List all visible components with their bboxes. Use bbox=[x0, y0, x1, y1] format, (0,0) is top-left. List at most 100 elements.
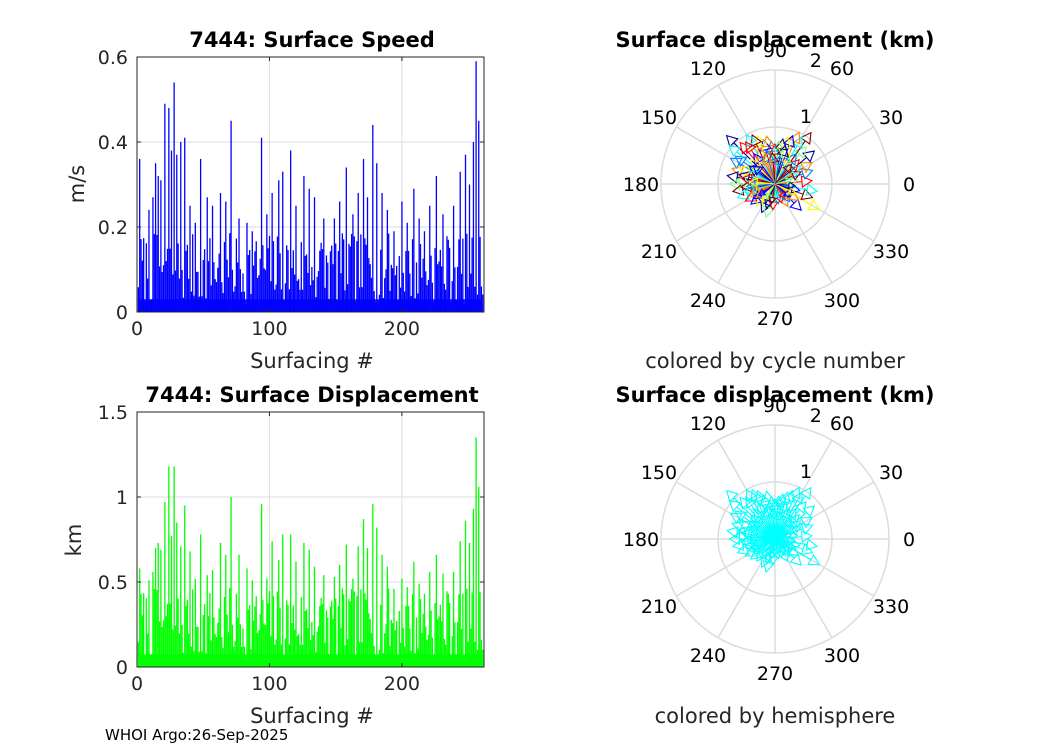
displacement-bar bbox=[239, 624, 242, 667]
displacement-bar bbox=[209, 593, 211, 667]
displacement-bar bbox=[160, 549, 162, 667]
displacement-bar bbox=[157, 542, 159, 667]
displacement-bar bbox=[247, 609, 249, 667]
polar-hemisphere-vector bbox=[774, 538, 814, 556]
polar-cycle-vector bbox=[774, 163, 793, 185]
displacement-bar bbox=[305, 609, 308, 667]
speed-baseline-band bbox=[138, 299, 482, 312]
displacement-bar bbox=[221, 637, 223, 667]
speed-bar bbox=[376, 163, 378, 312]
speed-bar bbox=[364, 238, 366, 312]
polar-hemisphere-angle-label: 210 bbox=[641, 596, 677, 618]
displacement-bar bbox=[270, 636, 272, 667]
displacement-bar bbox=[263, 623, 265, 667]
displacement-bar bbox=[349, 601, 351, 667]
displacement-bar bbox=[468, 542, 471, 667]
displacement-bar bbox=[312, 635, 314, 667]
displacement-bar bbox=[147, 633, 149, 667]
displacement-bar bbox=[372, 503, 374, 667]
speed-bar bbox=[292, 250, 294, 312]
displacement-bar bbox=[431, 637, 434, 667]
displacement-bar bbox=[158, 621, 161, 667]
polar-cycle-vector bbox=[752, 164, 776, 185]
speed-bar bbox=[286, 245, 288, 312]
polar-hemisphere-angle-label: 30 bbox=[879, 462, 903, 484]
displacement-bar bbox=[166, 603, 169, 667]
speed-bar bbox=[335, 243, 337, 312]
polar-hemisphere-vector bbox=[774, 531, 799, 541]
polar-cycle-vector bbox=[774, 175, 814, 189]
polar-cycle-vector bbox=[739, 141, 776, 185]
displacement-bar bbox=[213, 617, 215, 667]
displacement-bars bbox=[137, 437, 484, 667]
speed-bar bbox=[230, 120, 232, 312]
displacement-bar bbox=[405, 605, 407, 667]
displacement-bar bbox=[211, 570, 214, 667]
displacement-bar bbox=[186, 599, 189, 667]
polar-hemisphere-vector bbox=[774, 532, 793, 540]
displacement-bar bbox=[300, 597, 302, 667]
speed-bar bbox=[395, 265, 398, 312]
speed-bar bbox=[384, 278, 386, 312]
speed-bar bbox=[229, 233, 231, 312]
polar-hemisphere-ring-label: 1 bbox=[800, 461, 812, 483]
polar-cycle-angle-label: 270 bbox=[757, 308, 793, 330]
polar-hemisphere-title: Surface displacement (km) bbox=[615, 383, 934, 407]
displacement-bar bbox=[161, 627, 163, 667]
speed-bar bbox=[178, 278, 181, 312]
speed-chart: 0 100 200 0 0.2 0.4 0.6 7444: Surface Speed Su… bbox=[65, 28, 485, 373]
displacement-bar bbox=[290, 534, 292, 667]
speed-bar bbox=[388, 233, 390, 312]
speed-bar bbox=[166, 248, 169, 312]
speed-bar bbox=[173, 82, 175, 312]
displacement-bar bbox=[223, 596, 226, 667]
displacement-bar bbox=[356, 596, 358, 667]
speed-bar bbox=[152, 197, 154, 312]
polar-cycle-vector bbox=[774, 180, 797, 190]
displacement-bar bbox=[394, 630, 396, 667]
speed-xtick-label: 0 bbox=[131, 318, 143, 340]
displacement-bar bbox=[448, 602, 451, 667]
displacement-bar bbox=[470, 628, 472, 667]
displacement-bar bbox=[268, 591, 271, 667]
speed-bar bbox=[343, 239, 345, 312]
speed-bar bbox=[227, 277, 230, 312]
displacement-bar bbox=[181, 624, 183, 667]
polar-cycle-angle-label: 150 bbox=[641, 107, 677, 129]
speed-bar bbox=[443, 283, 445, 312]
speed-bar bbox=[199, 159, 202, 312]
displacement-bar bbox=[427, 634, 430, 667]
displacement-bar bbox=[458, 594, 460, 667]
polar-hemisphere-vector bbox=[774, 538, 821, 566]
displacement-bar bbox=[267, 603, 269, 667]
displacement-bar bbox=[141, 615, 143, 667]
displacement-bar bbox=[177, 598, 179, 667]
speed-bar bbox=[437, 264, 439, 312]
speed-bar bbox=[271, 193, 273, 312]
speed-bar bbox=[471, 237, 473, 312]
displacement-bar bbox=[423, 593, 426, 667]
polar-hemisphere-vector bbox=[762, 504, 776, 540]
speed-bar bbox=[456, 266, 459, 312]
polar-hemisphere-vector bbox=[748, 520, 776, 540]
speed-bar bbox=[278, 180, 280, 312]
speed-bar bbox=[366, 197, 369, 312]
speed-bar bbox=[260, 137, 263, 312]
speed-bar bbox=[421, 277, 423, 312]
speed-bar bbox=[294, 274, 296, 312]
speed-bar bbox=[252, 265, 255, 312]
speed-bar bbox=[350, 234, 353, 312]
displacement-bar bbox=[402, 627, 404, 667]
displacement-bar bbox=[472, 508, 475, 667]
speed-bar bbox=[181, 269, 183, 312]
speed-bar bbox=[340, 273, 342, 312]
displacement-bar bbox=[140, 594, 142, 667]
displacement-bar bbox=[286, 600, 288, 667]
speed-bar bbox=[478, 120, 480, 312]
speed-bar bbox=[158, 266, 161, 312]
displacement-bar bbox=[437, 619, 439, 667]
speed-bar bbox=[256, 277, 259, 312]
polar-hemisphere-angle-label: 120 bbox=[690, 413, 726, 435]
speed-bar bbox=[308, 188, 310, 312]
speed-bar bbox=[360, 234, 362, 312]
